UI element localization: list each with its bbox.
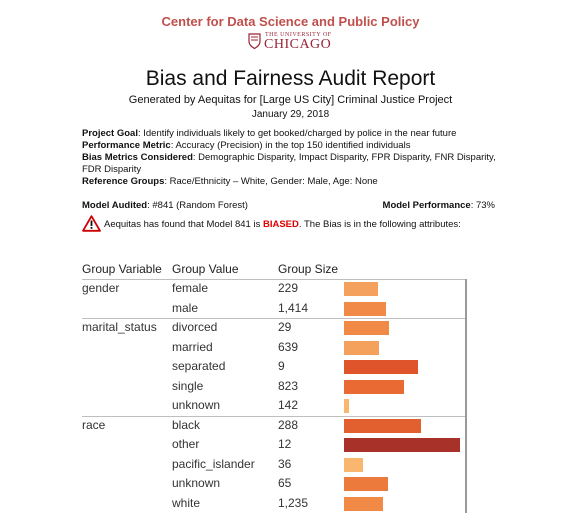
group-value-cell: pacific_islander [172, 456, 255, 471]
bias-metrics: Bias Metrics Considered: Demographic Dis… [82, 152, 496, 175]
table-row: male 1,414 [82, 299, 468, 319]
model-performance: Model Performance: 73% [382, 200, 495, 211]
group-value-cell: white [172, 495, 201, 510]
university-big-text: CHICAGO [264, 37, 332, 52]
bias-table: Group Variable Group Value Group Size ge… [82, 262, 468, 517]
group-size-cell: 1,235 [278, 495, 309, 510]
disparity-bar [344, 340, 379, 355]
disparity-bar [344, 457, 363, 472]
disparity-bar [344, 496, 384, 511]
group-value-cell: divorced [172, 320, 218, 334]
header-group-variable: Group Variable [82, 262, 162, 276]
group-value-cell: single [172, 378, 204, 393]
reference-groups: Reference Groups: Race/Ethnicity – White… [82, 176, 378, 187]
disparity-bar [344, 418, 421, 433]
group-value-cell: female [172, 281, 209, 295]
center-name: Center for Data Science and Public Polic… [161, 14, 420, 29]
shield-icon [248, 33, 261, 49]
model-audited: Model Audited: #841 (Random Forest) [82, 200, 248, 211]
group-size-cell: 229 [278, 281, 299, 295]
disparity-bar [344, 282, 378, 296]
table-row: other 12 [82, 435, 468, 455]
table-row: unknown 142 [82, 396, 468, 416]
group-variable-cell: marital_status [82, 320, 157, 334]
performance-metric: Performance Metric: Accuracy (Precision)… [82, 140, 411, 151]
group-value-cell: black [172, 417, 201, 432]
group-value-cell: married [172, 339, 213, 354]
group-size-cell: 1,414 [278, 300, 309, 315]
biased-label: BIASED [262, 219, 299, 230]
group-size-cell: 639 [278, 339, 299, 354]
group-separator [82, 415, 465, 417]
report-date: January 29, 2018 [251, 109, 330, 120]
disparity-bar [344, 360, 419, 374]
report-subtitle: Generated by Aequitas for [Large US City… [128, 94, 453, 106]
group-value-cell: unknown [172, 476, 221, 490]
group-size-cell: 823 [278, 378, 299, 393]
group-size-cell: 142 [278, 398, 299, 412]
table-row: white 1,235 [82, 494, 468, 514]
group-size-cell: 288 [278, 417, 299, 432]
disparity-bar [344, 379, 405, 394]
warning-text: Aequitas has found that Model 841 is BIA… [104, 219, 461, 230]
table-row: unknown 65 [82, 474, 468, 494]
group-value-cell: unknown [172, 398, 221, 412]
group-size-cell: 29 [278, 320, 292, 334]
disparity-bar [344, 477, 389, 491]
group-size-cell: 9 [278, 359, 285, 373]
table-row: marital_status divorced 29 [82, 318, 468, 338]
university-logo: THE UNIVERSITY OF CHICAGO [248, 31, 348, 53]
bias-warning: Aequitas has found that Model 841 is BIA… [82, 214, 502, 234]
header-group-size: Group Size [278, 262, 339, 276]
group-size-cell: 12 [278, 437, 292, 451]
group-variable-cell: gender [82, 281, 120, 295]
group-size-cell: 36 [278, 456, 292, 471]
group-separator [82, 318, 465, 319]
group-value-cell: other [172, 437, 200, 451]
table-row: single 823 [82, 377, 468, 397]
table-row: married 639 [82, 338, 468, 358]
table-row: separated 9 [82, 357, 468, 377]
group-size-cell: 65 [278, 476, 292, 490]
group-value-cell: male [172, 300, 199, 315]
disparity-bar [344, 301, 386, 316]
disparity-bar [344, 438, 460, 452]
table-right-border [465, 279, 467, 513]
disparity-bar [344, 399, 349, 413]
group-variable-cell: race [82, 417, 106, 432]
table-row: pacific_islander 36 [82, 455, 468, 475]
disparity-bar [344, 321, 390, 335]
group-value-cell: separated [172, 359, 226, 373]
group-separator [82, 279, 465, 280]
table-row: race black 288 [82, 416, 468, 436]
university-small-text: THE UNIVERSITY OF [265, 32, 332, 38]
table-row: gender female 229 [82, 279, 468, 299]
report-title: Bias and Fairness Audit Report [145, 67, 436, 90]
project-goal: Project Goal: Identify individuals likel… [82, 128, 457, 139]
header-group-value: Group Value [172, 262, 239, 276]
warning-icon [82, 215, 101, 232]
